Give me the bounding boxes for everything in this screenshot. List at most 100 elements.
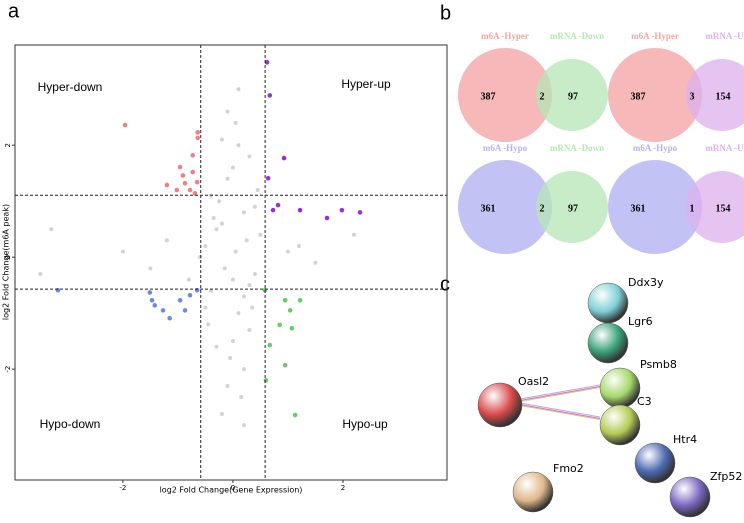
- x-axis-label: log2 Fold Change(Gene Expression): [160, 486, 303, 495]
- point: [49, 227, 54, 232]
- point: [292, 412, 298, 418]
- point: [230, 277, 235, 282]
- venn-count: 97: [568, 91, 578, 102]
- point: [149, 297, 155, 303]
- point: [252, 271, 257, 276]
- quadrant-label: Hypo-down: [40, 417, 101, 431]
- point: [263, 378, 269, 383]
- quadrant-label: Hyper-down: [38, 80, 103, 94]
- point: [285, 249, 290, 254]
- panel-label: a: [8, 0, 20, 22]
- point: [313, 260, 318, 265]
- x-tick-label: 0: [231, 484, 235, 492]
- x-tick-label: -2: [119, 484, 126, 492]
- venn-count: 154: [716, 91, 731, 102]
- venn-count: 387: [631, 91, 646, 102]
- y-axis-label: log2 Fold Change(m6A peak): [2, 204, 11, 320]
- point: [241, 294, 246, 299]
- edge: [519, 386, 601, 401]
- point: [38, 271, 43, 276]
- venn-left-label: m6A -Hyper: [481, 31, 529, 41]
- point: [252, 204, 257, 209]
- edge: [519, 402, 601, 418]
- point: [152, 303, 158, 308]
- point: [225, 176, 230, 181]
- edge: [519, 405, 601, 420]
- point: [195, 130, 201, 135]
- point: [225, 383, 230, 388]
- edge: [519, 387, 601, 402]
- point: [120, 249, 125, 254]
- venn-count: 3: [690, 91, 695, 102]
- venn-count: 1: [690, 203, 695, 214]
- node: [477, 382, 523, 428]
- point: [267, 93, 273, 98]
- point: [230, 339, 235, 344]
- edge: [519, 384, 601, 400]
- point: [55, 287, 61, 293]
- point: [281, 155, 287, 161]
- quadrant-label: Hypo-up: [342, 417, 388, 431]
- node: [599, 367, 641, 409]
- point: [297, 297, 303, 303]
- point: [228, 355, 233, 360]
- point: [230, 165, 235, 170]
- venn-left: [608, 48, 702, 142]
- point: [147, 290, 153, 295]
- point: [177, 297, 183, 303]
- point: [265, 175, 271, 181]
- point: [233, 249, 238, 254]
- venn-right: [536, 59, 608, 131]
- point: [214, 344, 219, 349]
- point: [357, 210, 363, 215]
- venn-right: [536, 171, 608, 243]
- point: [177, 164, 183, 170]
- quadrant-label: Hyper-up: [341, 77, 391, 91]
- venn-count: 2: [540, 203, 545, 214]
- point: [267, 342, 273, 348]
- point: [247, 327, 252, 332]
- point: [164, 182, 170, 188]
- point: [219, 137, 224, 142]
- node-label: Lgr6: [628, 315, 653, 328]
- node: [599, 404, 641, 446]
- point: [277, 322, 283, 328]
- point: [275, 202, 281, 208]
- venn-right-label: mRNA -Up: [705, 143, 744, 153]
- point: [195, 135, 201, 141]
- point: [180, 173, 186, 178]
- venn-right: [686, 59, 744, 131]
- venn-count: 361: [631, 203, 646, 214]
- point: [214, 227, 219, 232]
- point: [339, 207, 345, 213]
- point: [296, 243, 301, 248]
- point: [174, 187, 180, 193]
- point: [203, 305, 208, 310]
- venn-count: 387: [481, 91, 496, 102]
- point: [247, 283, 252, 288]
- point: [241, 423, 246, 428]
- node-label: Oasl2: [518, 375, 549, 388]
- point: [351, 232, 356, 237]
- point: [282, 362, 288, 368]
- point: [197, 255, 202, 260]
- point: [236, 311, 241, 316]
- node-label: Htr4: [673, 433, 697, 446]
- point: [324, 215, 330, 221]
- panel-label: c: [440, 273, 450, 295]
- point: [247, 154, 252, 159]
- node-label: Ddx3y: [628, 276, 664, 289]
- venn-left: [608, 160, 702, 254]
- point: [225, 109, 230, 114]
- point: [236, 143, 241, 148]
- point: [236, 87, 241, 92]
- venn-right-label: mRNA -Up: [705, 31, 744, 41]
- node: [512, 471, 554, 513]
- node: [669, 476, 711, 518]
- y-tick-label: 2: [4, 143, 12, 147]
- point: [190, 169, 196, 175]
- point: [222, 266, 227, 271]
- point: [206, 322, 211, 327]
- point: [194, 179, 200, 185]
